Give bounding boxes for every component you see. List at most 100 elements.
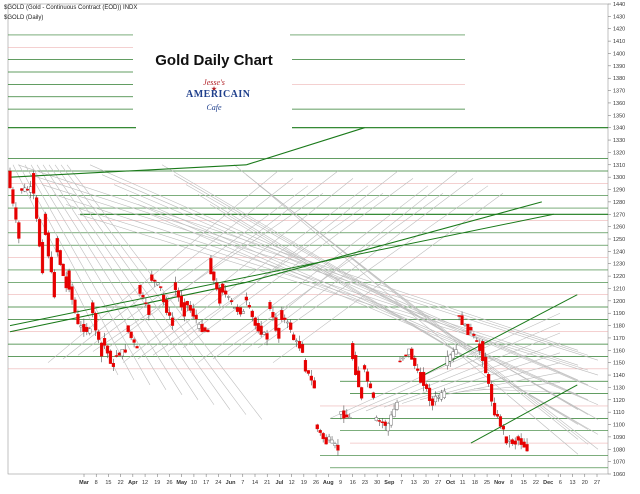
candle xyxy=(283,317,287,320)
candle xyxy=(430,398,435,406)
candle xyxy=(138,285,142,294)
y-tick-label: 1250 xyxy=(613,237,625,243)
candle xyxy=(11,189,15,204)
candle xyxy=(392,408,396,417)
y-tick-label: 1140 xyxy=(613,373,625,379)
fan-line xyxy=(272,192,504,363)
candle xyxy=(82,324,86,332)
y-tick-label: 1180 xyxy=(613,324,625,330)
candle xyxy=(203,327,207,332)
candle xyxy=(224,290,228,295)
x-tick-label: Jun xyxy=(226,480,236,486)
x-tick-label: 24 xyxy=(215,480,221,486)
x-tick-label: 15 xyxy=(521,480,527,486)
candle xyxy=(67,270,71,290)
fan-line xyxy=(182,178,414,349)
candle xyxy=(164,299,169,313)
fan-line xyxy=(152,192,384,356)
candle xyxy=(227,296,231,298)
fan-line xyxy=(113,184,599,391)
candle xyxy=(419,372,423,383)
fan-line xyxy=(269,194,579,455)
x-tick-label: 25 xyxy=(484,480,490,486)
x-tick-label: 8 xyxy=(95,480,98,486)
y-tick-label: 1410 xyxy=(613,39,625,45)
candle xyxy=(185,301,189,306)
candle xyxy=(188,304,192,311)
candle xyxy=(292,334,296,341)
candle xyxy=(339,411,343,415)
y-tick-label: 1070 xyxy=(613,460,625,466)
y-tick-label: 1170 xyxy=(613,336,625,342)
y-tick-label: 1380 xyxy=(613,76,625,82)
x-tick-label: 6 xyxy=(559,480,562,486)
candle xyxy=(351,343,355,360)
candle xyxy=(365,371,370,382)
y-tick-label: 1090 xyxy=(613,435,625,441)
candle xyxy=(132,339,136,343)
fan-line xyxy=(365,332,561,412)
candle xyxy=(123,349,127,353)
candle xyxy=(498,416,503,427)
candle xyxy=(371,392,376,398)
candle xyxy=(427,387,432,401)
channel-lower-line xyxy=(9,281,247,333)
y-tick-label: 1130 xyxy=(613,385,625,391)
x-tick-label: Dec xyxy=(543,480,553,486)
y-tick-label: 1360 xyxy=(613,101,625,107)
candle xyxy=(348,416,352,419)
fan-line xyxy=(167,170,399,352)
logo-line-3: Cafe xyxy=(206,103,222,112)
candle xyxy=(489,384,494,402)
candle xyxy=(422,371,426,386)
candle xyxy=(472,333,476,336)
candle xyxy=(52,271,56,298)
y-tick-label: 1330 xyxy=(613,138,625,144)
y-tick-label: 1310 xyxy=(613,163,625,169)
candle xyxy=(241,311,246,314)
logo-line-2: AMERICAIN xyxy=(186,89,251,100)
candle xyxy=(126,325,130,332)
candle xyxy=(111,363,116,367)
candle xyxy=(380,421,384,423)
candle xyxy=(501,425,506,430)
candle xyxy=(29,186,33,193)
candle xyxy=(194,314,198,320)
y-tick-label: 1210 xyxy=(613,286,625,292)
candle xyxy=(362,365,367,370)
fan-line xyxy=(242,178,474,352)
x-tick-label: 20 xyxy=(423,480,429,486)
candle xyxy=(522,441,526,448)
x-tick-label: Oct xyxy=(446,480,455,486)
candle xyxy=(487,374,491,384)
fan-line xyxy=(53,194,579,366)
fan-line xyxy=(30,164,167,391)
candle xyxy=(58,250,62,265)
candle xyxy=(197,324,201,329)
candle xyxy=(354,355,358,375)
candle xyxy=(209,258,213,275)
candle xyxy=(91,302,95,314)
candle xyxy=(327,436,331,441)
x-tick-label: Apr xyxy=(128,480,138,486)
candle xyxy=(404,354,408,357)
candle xyxy=(424,384,429,390)
candle xyxy=(306,370,311,374)
y-tick-label: 1370 xyxy=(613,89,625,95)
fan-line xyxy=(89,164,579,381)
candle xyxy=(469,327,473,331)
candle xyxy=(315,424,319,430)
candle xyxy=(280,310,284,320)
candle xyxy=(445,356,449,366)
y-tick-label: 1400 xyxy=(613,51,625,57)
candle xyxy=(70,286,74,300)
candle xyxy=(463,323,467,326)
x-tick-label: 26 xyxy=(313,480,319,486)
candle xyxy=(40,241,45,274)
fan-line xyxy=(473,388,561,393)
fan-line xyxy=(197,185,429,363)
candle xyxy=(439,392,443,400)
candle xyxy=(144,302,148,304)
x-tick-label: 19 xyxy=(154,480,160,486)
